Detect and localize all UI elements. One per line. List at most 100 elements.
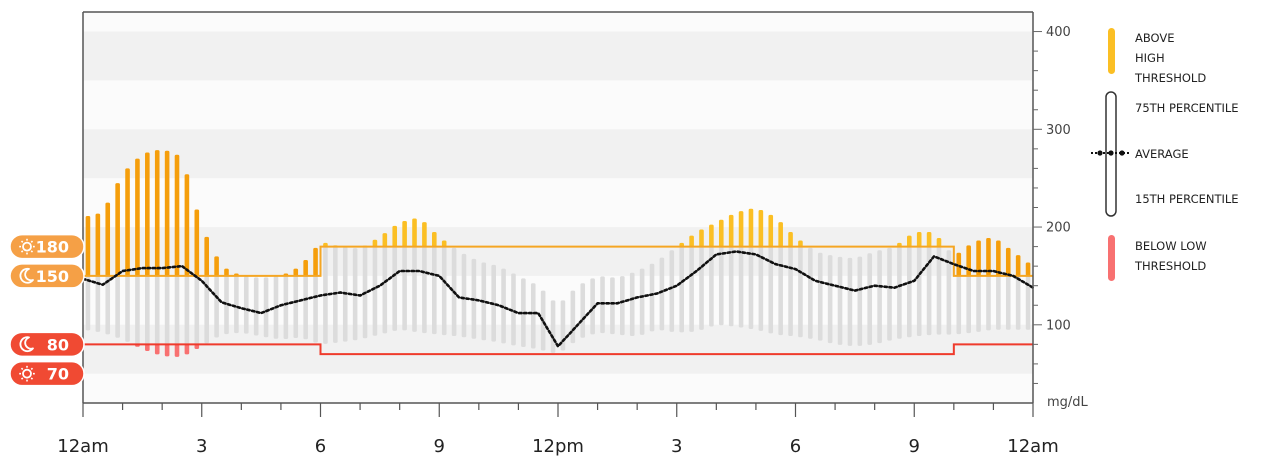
above-high-segment	[956, 252, 962, 276]
range-bar	[550, 300, 556, 353]
above-high-segment	[184, 174, 190, 276]
in-range-segment	[738, 246, 744, 328]
in-range-segment	[293, 275, 299, 338]
above-high-segment	[194, 209, 200, 276]
in-range-segment	[659, 257, 665, 331]
range-bar	[837, 256, 843, 345]
range-bar	[877, 250, 882, 344]
range-bar	[976, 240, 981, 332]
above-high-segment	[115, 183, 120, 276]
range-bar	[214, 256, 219, 338]
range-bar	[184, 174, 190, 355]
above-high-segment	[1005, 247, 1011, 276]
legend-p75: 75TH PERCENTILE	[1135, 101, 1239, 115]
range-bar	[867, 253, 873, 345]
range-bar	[303, 260, 308, 340]
below-low-segment	[154, 344, 160, 355]
above-high-segment	[145, 152, 150, 276]
in-range-segment	[590, 278, 595, 335]
range-bar	[639, 268, 645, 335]
above-high-segment	[718, 219, 724, 247]
above-high-segment	[154, 150, 160, 276]
above-high-segment	[1015, 255, 1021, 276]
x-tick-label: 12am	[1007, 436, 1058, 456]
below-low-segment	[174, 344, 180, 357]
grid-band	[83, 129, 1033, 179]
in-range-segment	[639, 268, 645, 335]
in-range-segment	[580, 283, 586, 338]
in-range-segment	[689, 246, 694, 332]
above-high-segment	[966, 245, 971, 276]
low-threshold-line	[83, 343, 1033, 356]
above-high-segment	[738, 211, 744, 247]
above-high-segment	[986, 238, 991, 276]
in-range-segment	[511, 273, 516, 346]
range-bar	[986, 238, 991, 331]
in-range-segment	[887, 247, 892, 341]
range-bar	[224, 268, 229, 335]
in-range-segment	[303, 275, 308, 340]
range-bar	[125, 168, 130, 342]
sun-icon	[19, 238, 35, 255]
x-tick-label: 3	[196, 436, 207, 456]
range-bar	[778, 222, 783, 336]
in-range-segment	[461, 253, 467, 338]
in-range-segment	[847, 257, 853, 346]
above-high-segment	[204, 236, 209, 276]
moon-icon	[19, 336, 34, 353]
range-bar	[461, 253, 467, 338]
above-high-segment	[382, 233, 388, 247]
above-high-segment	[105, 202, 111, 276]
in-range-segment	[372, 246, 378, 336]
in-range-segment	[837, 256, 843, 345]
range-bar	[511, 273, 516, 346]
legend-p15: 15TH PERCENTILE	[1135, 192, 1239, 206]
range-bar	[946, 250, 952, 335]
in-range-segment	[907, 246, 912, 338]
in-range-segment	[105, 275, 111, 335]
range-bar	[253, 277, 259, 336]
in-range-segment	[135, 275, 140, 345]
above-high-segment	[392, 225, 398, 247]
range-bar	[1025, 262, 1031, 330]
in-range-segment	[85, 275, 91, 331]
in-range-segment	[788, 246, 793, 337]
range-bar	[115, 183, 120, 338]
in-range-segment	[432, 246, 437, 335]
in-range-segment	[718, 246, 724, 326]
range-bar	[728, 214, 734, 327]
range-bar	[718, 219, 724, 326]
in-range-segment	[253, 277, 259, 336]
high-threshold-line	[83, 245, 1033, 277]
range-bar	[996, 240, 1001, 330]
y-tick-label: 300	[1046, 123, 1071, 138]
range-bar	[887, 247, 892, 341]
in-range-segment	[976, 275, 981, 332]
range-bar	[204, 236, 209, 344]
above-high-segment	[224, 268, 229, 276]
y-tick-label: 100	[1046, 318, 1071, 333]
above-high-segment	[412, 218, 417, 247]
y-unit-label: mg/dL	[1047, 395, 1089, 410]
high-night-threshold-pill: 150	[9, 263, 85, 289]
in-range-segment	[817, 252, 823, 341]
below-low-segment	[194, 344, 200, 349]
range-bar	[847, 257, 853, 346]
range-bar	[372, 239, 378, 336]
range-bar	[738, 211, 744, 328]
range-bar	[164, 150, 170, 357]
in-range-segment	[629, 272, 635, 337]
in-range-segment	[669, 250, 675, 332]
range-bar	[194, 209, 200, 349]
grid-band	[83, 324, 1033, 374]
above-high-segment	[1025, 262, 1031, 276]
in-range-segment	[402, 246, 407, 331]
in-range-segment	[1025, 275, 1031, 330]
range-bar	[590, 278, 595, 335]
x-axis: 12am 3 6 9 12pm 3 6 9 12am	[57, 403, 1059, 456]
in-range-segment	[728, 246, 734, 327]
above-high-segment	[768, 214, 774, 247]
in-range-segment	[194, 275, 200, 345]
in-range-segment	[560, 300, 566, 351]
range-bar	[283, 273, 289, 339]
